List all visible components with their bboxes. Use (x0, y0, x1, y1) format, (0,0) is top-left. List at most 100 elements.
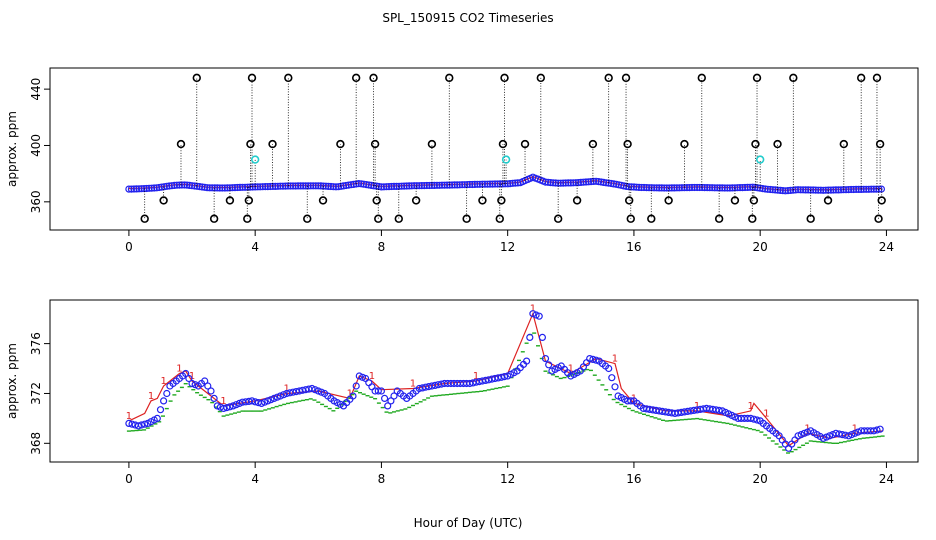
x-tick-label: 8 (378, 240, 386, 254)
green-flag-mark (698, 418, 703, 420)
green-flag-mark (312, 399, 317, 401)
co2-point (173, 181, 181, 189)
spike-point (752, 73, 762, 83)
co2-point (451, 181, 459, 189)
co2-point (400, 182, 408, 190)
co2-point (564, 179, 572, 187)
co2-point (408, 182, 416, 190)
co2-point (541, 355, 550, 363)
co2-point (511, 179, 519, 187)
spike-point (872, 73, 882, 83)
spike-point (498, 139, 508, 149)
red-flag-label: 1 (126, 411, 132, 422)
spike-point (478, 196, 487, 205)
green-flag-mark (149, 425, 154, 427)
green-flag-mark (570, 374, 575, 376)
co2-point (418, 182, 426, 190)
x-tick-label: 4 (251, 240, 259, 254)
co2-point (506, 180, 514, 188)
spike-point (773, 139, 782, 149)
co2-point (769, 186, 777, 194)
green-flag-mark (820, 441, 824, 443)
co2-point (256, 183, 264, 191)
spike-point (877, 196, 886, 205)
co2-point (837, 186, 845, 194)
co2-point (491, 374, 499, 383)
co2-point (128, 420, 136, 428)
co2-point (501, 180, 509, 188)
green-flag-mark (592, 374, 597, 376)
co2-point (297, 182, 305, 190)
green-flag-mark (214, 406, 218, 408)
co2-point (685, 184, 694, 192)
co2-point (771, 186, 779, 194)
spike-point (140, 214, 149, 223)
green-flag-mark (229, 413, 234, 415)
green-flag-mark (198, 394, 203, 396)
spike-point (874, 214, 883, 223)
green-flag-mark (445, 394, 450, 396)
x-tick-label: 0 (125, 240, 133, 254)
green-flag-mark (282, 403, 287, 406)
co2-point (175, 181, 183, 189)
green-flag-mark (327, 407, 332, 410)
red-flag-label: 1 (369, 371, 375, 382)
green-flag-mark (482, 390, 487, 392)
green-flag-mark (441, 394, 446, 396)
red-flag-label: 1 (763, 408, 769, 419)
red-flag-label: 1 (852, 423, 858, 434)
green-flag-mark (789, 451, 794, 453)
green-flag-mark (168, 400, 173, 402)
green-flag-mark (634, 411, 639, 413)
co2-point (443, 181, 451, 189)
green-flag-mark (126, 430, 131, 432)
co2-point (453, 181, 461, 189)
green-flag-mark (661, 419, 665, 421)
green-flag-mark (331, 410, 336, 412)
green-flag-mark (365, 395, 370, 397)
co2-point (350, 180, 358, 188)
green-flag-mark (244, 410, 249, 412)
co2-point (201, 183, 209, 191)
spike-point (624, 196, 634, 205)
co2-point (663, 184, 671, 192)
plot-frame (49, 67, 919, 231)
co2-point (872, 185, 880, 193)
green-flag-mark (672, 419, 677, 422)
x-tick-label: 4 (251, 472, 259, 486)
y-tick-label: 400 (29, 134, 43, 157)
green-flag-mark (142, 429, 147, 431)
co2-point (849, 185, 858, 194)
co2-point (347, 181, 355, 189)
co2-point (592, 356, 600, 364)
spike-point (427, 139, 437, 149)
co2-point (706, 184, 714, 192)
spike-point (372, 196, 381, 205)
co2-point (589, 355, 597, 363)
co2-point (675, 184, 684, 192)
co2-point (842, 186, 850, 194)
co2-point (754, 184, 762, 192)
co2-point (463, 181, 471, 189)
co2-point (220, 404, 228, 412)
x-tick-label: 16 (626, 472, 641, 486)
y-axis-label: approx. ppm (5, 111, 19, 187)
co2-point (764, 185, 772, 193)
spike-point (664, 196, 673, 205)
green-flag-mark (270, 407, 275, 409)
co2-point (367, 181, 375, 189)
green-flag-mark (551, 374, 556, 376)
co2-point (236, 183, 244, 191)
co2-point (196, 183, 204, 191)
co2-point (266, 182, 274, 191)
co2-point (360, 180, 368, 188)
co2-point (180, 181, 189, 189)
green-flag-mark (861, 437, 866, 439)
green-flag-mark (554, 375, 559, 378)
green-flag-mark (278, 404, 283, 407)
green-flag-mark (467, 391, 472, 394)
spike-point (789, 73, 798, 83)
green-flag-mark (395, 410, 400, 412)
red-flag-label: 1 (612, 354, 618, 365)
